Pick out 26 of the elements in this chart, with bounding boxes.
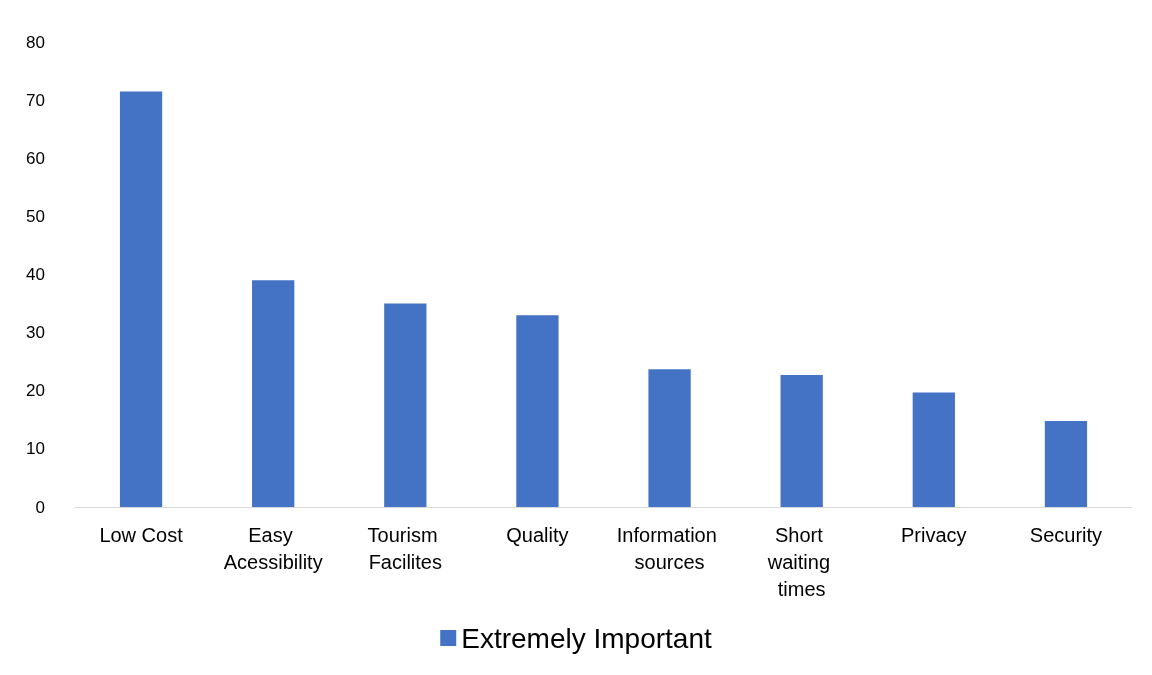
y-tick-label: 30 [26,323,45,343]
y-tick-label: 0 [35,497,45,517]
y-tick-label: 60 [26,148,45,168]
y-tick-label: 80 [26,32,45,52]
y-tick-label: 10 [26,439,45,459]
bar [252,280,295,507]
x-tick-label: Quality [506,523,569,546]
bar [780,375,823,507]
y-tick-label: 40 [26,265,45,284]
x-tick-label: Security [1029,523,1103,546]
x-tick-label: Low Cost [99,523,184,546]
y-tick-label: 20 [26,381,45,401]
bar [912,392,955,507]
bar [1044,420,1088,507]
y-tick-label: 50 [26,206,45,226]
bar [516,315,559,507]
x-tick-label: Privacy [901,523,967,546]
x-tick-label: Tourism Facilites [367,523,444,573]
bar [384,303,427,507]
y-tick-label: 70 [26,90,45,110]
legend-label: Extremely Important [461,622,712,654]
x-tick-label: Easy Acessibility [223,523,323,573]
bar [648,369,691,507]
x-tick-label: Information sources [616,523,723,573]
x-tick-label: Short waiting times [766,523,836,600]
bar [119,91,163,507]
